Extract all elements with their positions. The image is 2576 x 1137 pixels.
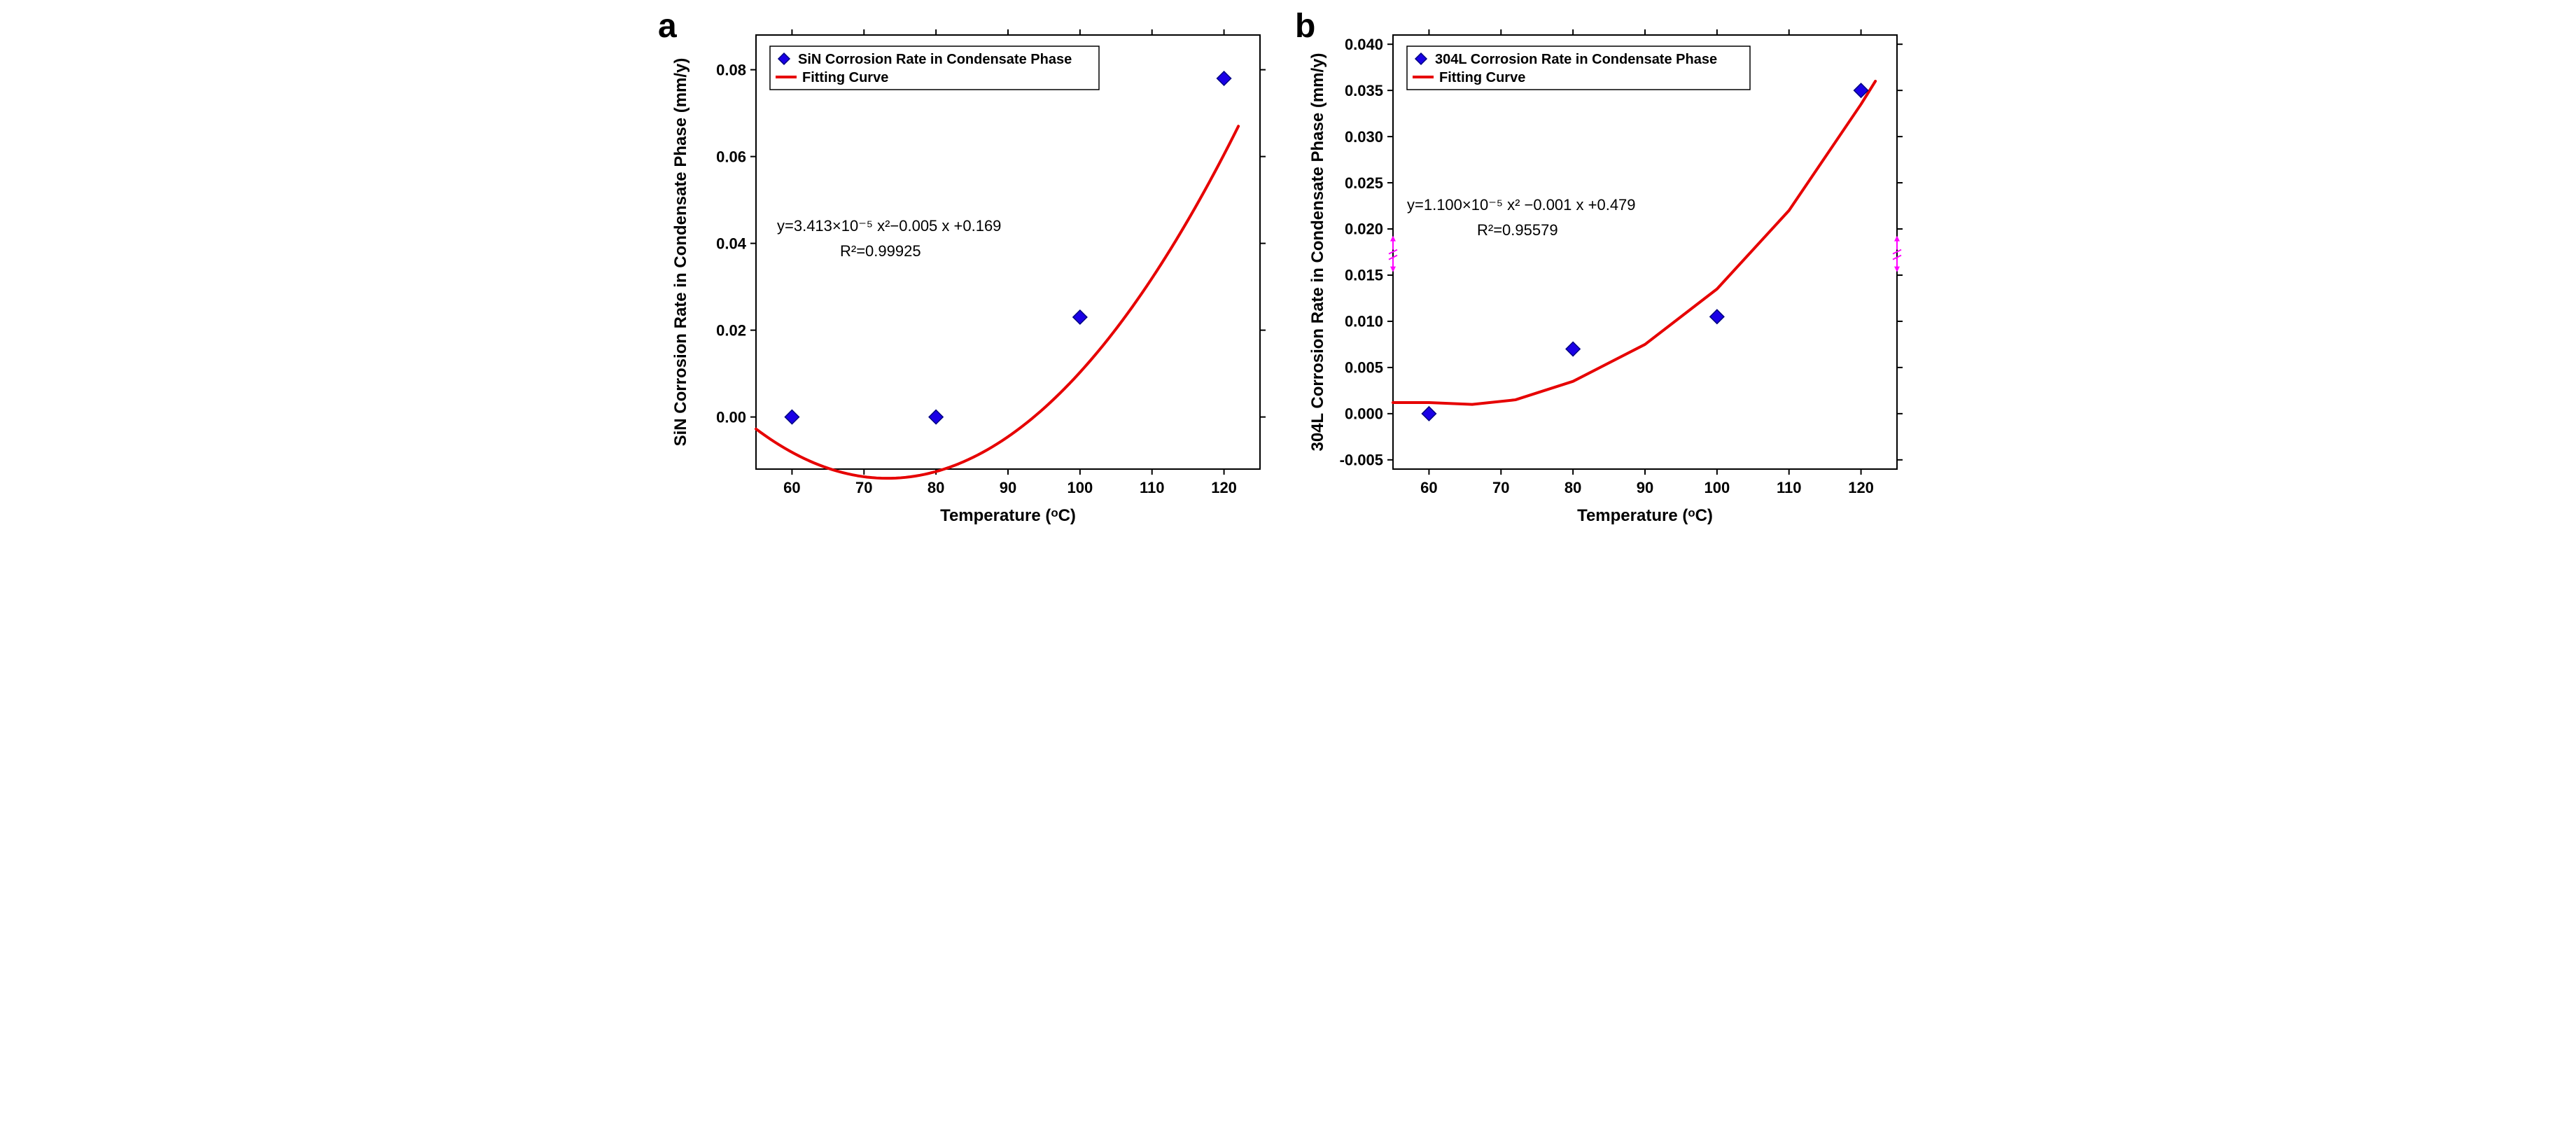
svg-text:R²=0.95579: R²=0.95579	[1477, 221, 1558, 239]
svg-text:0.000: 0.000	[1345, 405, 1383, 423]
svg-text:R²=0.99925: R²=0.99925	[840, 242, 921, 260]
svg-text:0.06: 0.06	[716, 148, 746, 165]
svg-text:SiN Corrosion Rate in Condensa: SiN Corrosion Rate in Condensate Phase	[798, 52, 1072, 67]
svg-text:0.015: 0.015	[1345, 267, 1383, 284]
svg-text:80: 80	[927, 479, 944, 496]
svg-text:y=1.100×10⁻⁵ x² −0.001 x +0.47: y=1.100×10⁻⁵ x² −0.001 x +0.479	[1407, 196, 1636, 214]
chart-a: 607080901001101200.000.020.040.060.08Tem…	[665, 14, 1274, 532]
svg-text:100: 100	[1704, 479, 1730, 496]
svg-text:80: 80	[1564, 479, 1581, 496]
svg-text:110: 110	[1140, 479, 1165, 496]
svg-text:90: 90	[1637, 479, 1653, 496]
svg-text:Fitting Curve: Fitting Curve	[802, 70, 888, 85]
svg-text:0.005: 0.005	[1345, 359, 1383, 377]
svg-text:0.035: 0.035	[1345, 82, 1383, 99]
panel-label-b: b	[1295, 7, 1315, 46]
svg-text:0.025: 0.025	[1345, 174, 1383, 192]
svg-text:304L Corrosion Rate in Condens: 304L Corrosion Rate in Condensate Phase	[1435, 52, 1717, 67]
svg-text:0.08: 0.08	[716, 61, 746, 78]
svg-text:90: 90	[1000, 479, 1016, 496]
svg-text:0.040: 0.040	[1345, 36, 1383, 53]
svg-text:0.020: 0.020	[1345, 221, 1383, 238]
svg-text:70: 70	[1492, 479, 1509, 496]
svg-text:60: 60	[1420, 479, 1437, 496]
figure-container: a 607080901001101200.000.020.040.060.08T…	[14, 14, 2562, 532]
svg-text:0.030: 0.030	[1345, 128, 1383, 146]
svg-text:110: 110	[1777, 479, 1802, 496]
svg-text:0.010: 0.010	[1345, 313, 1383, 330]
chart-b: 60 70 80 90 100 110 120 -0.005 0.000 0.005 0.010 0.…	[1302, 14, 1911, 532]
svg-text:0.00: 0.00	[716, 408, 746, 426]
svg-text:120: 120	[1211, 479, 1237, 496]
svg-text:0.04: 0.04	[716, 235, 747, 252]
svg-text:Fitting Curve: Fitting Curve	[1439, 70, 1525, 85]
svg-text:70: 70	[855, 479, 872, 496]
svg-text:100: 100	[1067, 479, 1093, 496]
panel-a: a 607080901001101200.000.020.040.060.08T…	[665, 14, 1274, 532]
svg-text:120: 120	[1848, 479, 1874, 496]
svg-text:y=3.413×10⁻⁵ x²−0.005 x +0.169: y=3.413×10⁻⁵ x²−0.005 x +0.169	[777, 217, 1001, 235]
panel-label-a: a	[658, 7, 677, 46]
svg-text:304L Corrosion Rate in Condens: 304L Corrosion Rate in Condensate Phase …	[1308, 53, 1327, 451]
svg-text:SiN Corrosion Rate in Condensa: SiN Corrosion Rate in Condensate Phase (…	[671, 58, 690, 447]
svg-text:60: 60	[783, 479, 800, 496]
svg-text:0.02: 0.02	[716, 321, 746, 339]
svg-text:-0.005: -0.005	[1340, 452, 1383, 469]
panel-b: b 60708090100110120-0.0050.0000.0050.010…	[1302, 14, 1911, 532]
